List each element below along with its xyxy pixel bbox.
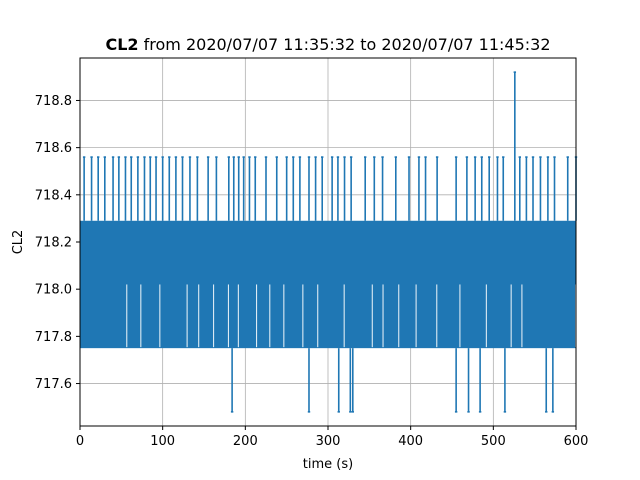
- chart-title: CL2 from 2020/07/07 11:35:32 to 2020/07/…: [105, 35, 550, 54]
- chart-title-bold: CL2: [105, 35, 138, 54]
- x-axis-label: time (s): [303, 457, 353, 472]
- x-tick-label: 200: [233, 434, 258, 449]
- signal-dense-band: [80, 220, 576, 349]
- x-tick-label: 0: [76, 434, 84, 449]
- y-tick-label: 718.6: [35, 141, 72, 156]
- x-tick-label: 500: [481, 434, 506, 449]
- x-tick-label: 400: [398, 434, 423, 449]
- y-axis-label: CL2: [11, 230, 26, 255]
- x-tick-label: 100: [150, 434, 175, 449]
- x-tick-label: 300: [316, 434, 341, 449]
- y-tick-label: 717.6: [35, 377, 72, 392]
- x-tick-label: 600: [564, 434, 589, 449]
- data-series: [80, 71, 578, 413]
- y-tick-label: 718.4: [35, 188, 72, 203]
- y-tick-label: 718.8: [35, 94, 72, 109]
- y-tick-label: 717.8: [35, 330, 72, 345]
- y-tick-label: 718.0: [35, 283, 72, 298]
- y-axis: 717.6 717.8 718.0 718.2 718.4 718.6 718.8: [35, 94, 80, 392]
- y-tick-label: 718.2: [35, 236, 72, 251]
- x-axis: 0 100 200 300 400 500 600: [76, 426, 589, 449]
- chart-title-rest: from 2020/07/07 11:35:32 to 2020/07/07 1…: [139, 35, 551, 54]
